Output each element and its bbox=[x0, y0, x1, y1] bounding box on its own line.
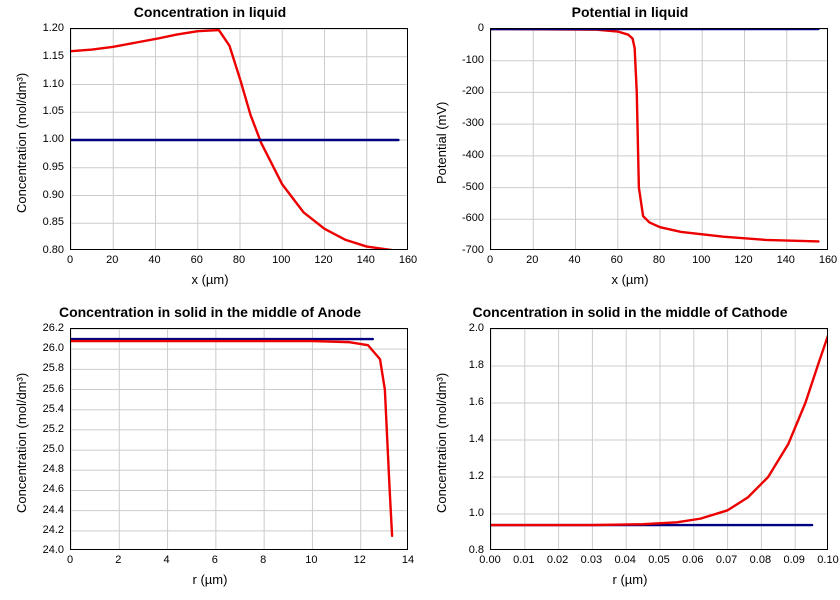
x-tick-label: 4 bbox=[164, 554, 170, 566]
panel-conc-cathode: Concentration in solid in the middle of … bbox=[420, 300, 840, 600]
y-axis-label: Concentration (mol/dm³) bbox=[14, 372, 29, 512]
plot-area bbox=[70, 328, 408, 550]
x-axis-label: r (µm) bbox=[420, 572, 840, 587]
y-tick-label: 1.15 bbox=[0, 50, 64, 62]
x-tick-label: 12 bbox=[354, 554, 366, 566]
x-tick-label: 0 bbox=[67, 554, 73, 566]
y-tick-label: -600 bbox=[420, 212, 484, 224]
y-tick-label: 25.0 bbox=[0, 443, 64, 455]
y-tick-label: 1.2 bbox=[420, 470, 484, 482]
y-tick-label: 0 bbox=[420, 22, 484, 34]
y-tick-label: 1.10 bbox=[0, 78, 64, 90]
x-tick-label: 100 bbox=[272, 254, 290, 266]
chart-title: Concentration in solid in the middle of … bbox=[420, 304, 840, 320]
x-tick-label: 120 bbox=[314, 254, 332, 266]
x-tick-label: 0.10 bbox=[817, 554, 838, 566]
x-tick-label: 60 bbox=[611, 254, 623, 266]
x-axis-label: x (µm) bbox=[0, 272, 420, 287]
y-tick-label: 26.0 bbox=[0, 342, 64, 354]
y-tick-label: 0.95 bbox=[0, 161, 64, 173]
y-tick-label: 1.0 bbox=[420, 507, 484, 519]
x-tick-label: 100 bbox=[692, 254, 710, 266]
x-tick-label: 0 bbox=[67, 254, 73, 266]
x-tick-label: 0.06 bbox=[682, 554, 703, 566]
y-tick-label: 1.4 bbox=[420, 433, 484, 445]
x-tick-label: 0.01 bbox=[513, 554, 534, 566]
panel-conc-anode: Concentration in solid in the middle of … bbox=[0, 300, 420, 600]
x-axis-label: r (µm) bbox=[0, 572, 420, 587]
y-tick-label: 0.90 bbox=[0, 189, 64, 201]
y-tick-label: 24.8 bbox=[0, 463, 64, 475]
plot-area bbox=[490, 328, 828, 550]
y-tick-label: 0.8 bbox=[420, 544, 484, 556]
y-tick-label: 24.4 bbox=[0, 504, 64, 516]
y-axis-label: Concentration (mol/dm³) bbox=[434, 372, 449, 512]
y-tick-label: -100 bbox=[420, 54, 484, 66]
x-tick-label: 140 bbox=[357, 254, 375, 266]
y-tick-label: 1.00 bbox=[0, 133, 64, 145]
y-tick-label: 24.2 bbox=[0, 524, 64, 536]
x-tick-label: 14 bbox=[402, 554, 414, 566]
y-tick-label: 1.6 bbox=[420, 396, 484, 408]
y-tick-label: 26.2 bbox=[0, 322, 64, 334]
x-tick-label: 20 bbox=[526, 254, 538, 266]
x-tick-label: 0 bbox=[487, 254, 493, 266]
x-tick-label: 20 bbox=[106, 254, 118, 266]
x-tick-label: 120 bbox=[734, 254, 752, 266]
x-tick-label: 6 bbox=[212, 554, 218, 566]
y-tick-label: 1.8 bbox=[420, 359, 484, 371]
x-tick-label: 0.08 bbox=[750, 554, 771, 566]
x-tick-label: 0.02 bbox=[547, 554, 568, 566]
panel-potential-liquid: Potential in liquid 0 20 40 60 80 100 120 140 160… bbox=[420, 0, 840, 300]
x-tick-label: 0.09 bbox=[783, 554, 804, 566]
chart-grid: Concentration in liquid02040608010012014… bbox=[0, 0, 840, 600]
y-tick-label: 25.6 bbox=[0, 383, 64, 395]
chart-title: Potential in liquid bbox=[420, 4, 840, 20]
x-tick-label: 0.07 bbox=[716, 554, 737, 566]
y-tick-label: 25.2 bbox=[0, 423, 64, 435]
x-tick-label: 8 bbox=[260, 554, 266, 566]
x-tick-label: 0.04 bbox=[614, 554, 635, 566]
plot-area bbox=[70, 28, 408, 250]
y-tick-label: 24.6 bbox=[0, 483, 64, 495]
y-tick-label: 25.4 bbox=[0, 403, 64, 415]
x-tick-label: 60 bbox=[191, 254, 203, 266]
x-tick-label: 160 bbox=[399, 254, 417, 266]
y-tick-label: -300 bbox=[420, 117, 484, 129]
y-tick-label: -400 bbox=[420, 149, 484, 161]
x-axis-label: x (µm) bbox=[420, 272, 840, 287]
y-tick-label: -200 bbox=[420, 85, 484, 97]
y-tick-label: 0.85 bbox=[0, 216, 64, 228]
x-tick-label: 0.05 bbox=[648, 554, 669, 566]
x-tick-label: 40 bbox=[148, 254, 160, 266]
plot-area bbox=[490, 28, 828, 250]
y-axis-label: Potential (mV) bbox=[434, 101, 449, 183]
y-tick-label: 0.80 bbox=[0, 244, 64, 256]
y-axis-label: Concentration (mol/dm³) bbox=[14, 72, 29, 212]
chart-title: Concentration in solid in the middle of … bbox=[0, 304, 420, 320]
y-tick-label: -500 bbox=[420, 181, 484, 193]
x-tick-label: 2 bbox=[115, 554, 121, 566]
y-tick-label: 1.05 bbox=[0, 105, 64, 117]
y-tick-label: 25.8 bbox=[0, 362, 64, 374]
y-tick-label: 1.20 bbox=[0, 22, 64, 34]
y-tick-label: 24.0 bbox=[0, 544, 64, 556]
y-tick-label: 2.0 bbox=[420, 322, 484, 334]
x-tick-label: 160 bbox=[819, 254, 837, 266]
x-tick-label: 10 bbox=[305, 554, 317, 566]
x-tick-label: 80 bbox=[653, 254, 665, 266]
x-tick-label: 0.03 bbox=[581, 554, 602, 566]
panel-conc-liquid: Concentration in liquid 0 20 40 60 80 100 120 14… bbox=[0, 0, 420, 300]
x-tick-label: 80 bbox=[233, 254, 245, 266]
y-tick-label: -700 bbox=[420, 244, 484, 256]
chart-title: Concentration in liquid bbox=[0, 4, 420, 20]
x-tick-label: 40 bbox=[568, 254, 580, 266]
x-tick-label: 140 bbox=[777, 254, 795, 266]
